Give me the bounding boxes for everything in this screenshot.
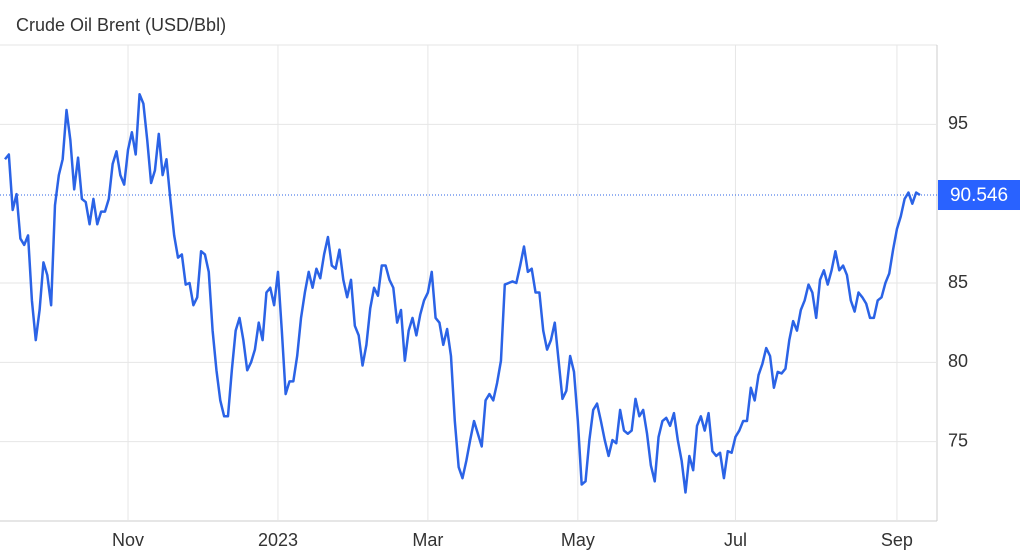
y-tick-label: 95 — [948, 113, 968, 133]
current-value-box — [938, 180, 1020, 211]
y-tick-label: 80 — [948, 351, 968, 371]
x-tick-label: Nov — [112, 530, 144, 550]
y-tick-label: 75 — [948, 430, 968, 450]
x-tick-label: May — [561, 530, 595, 550]
x-tick-label: Sep — [881, 530, 913, 550]
y-tick-label: 85 — [948, 272, 968, 292]
x-tick-label: Jul — [724, 530, 747, 550]
price-line — [4, 92, 921, 494]
chart-title: Crude Oil Brent (USD/Bbl) — [16, 15, 226, 35]
current-value-label: 90.546 — [950, 185, 1008, 206]
x-tick-label: 2023 — [258, 530, 298, 550]
x-tick-label: Mar — [412, 530, 443, 550]
